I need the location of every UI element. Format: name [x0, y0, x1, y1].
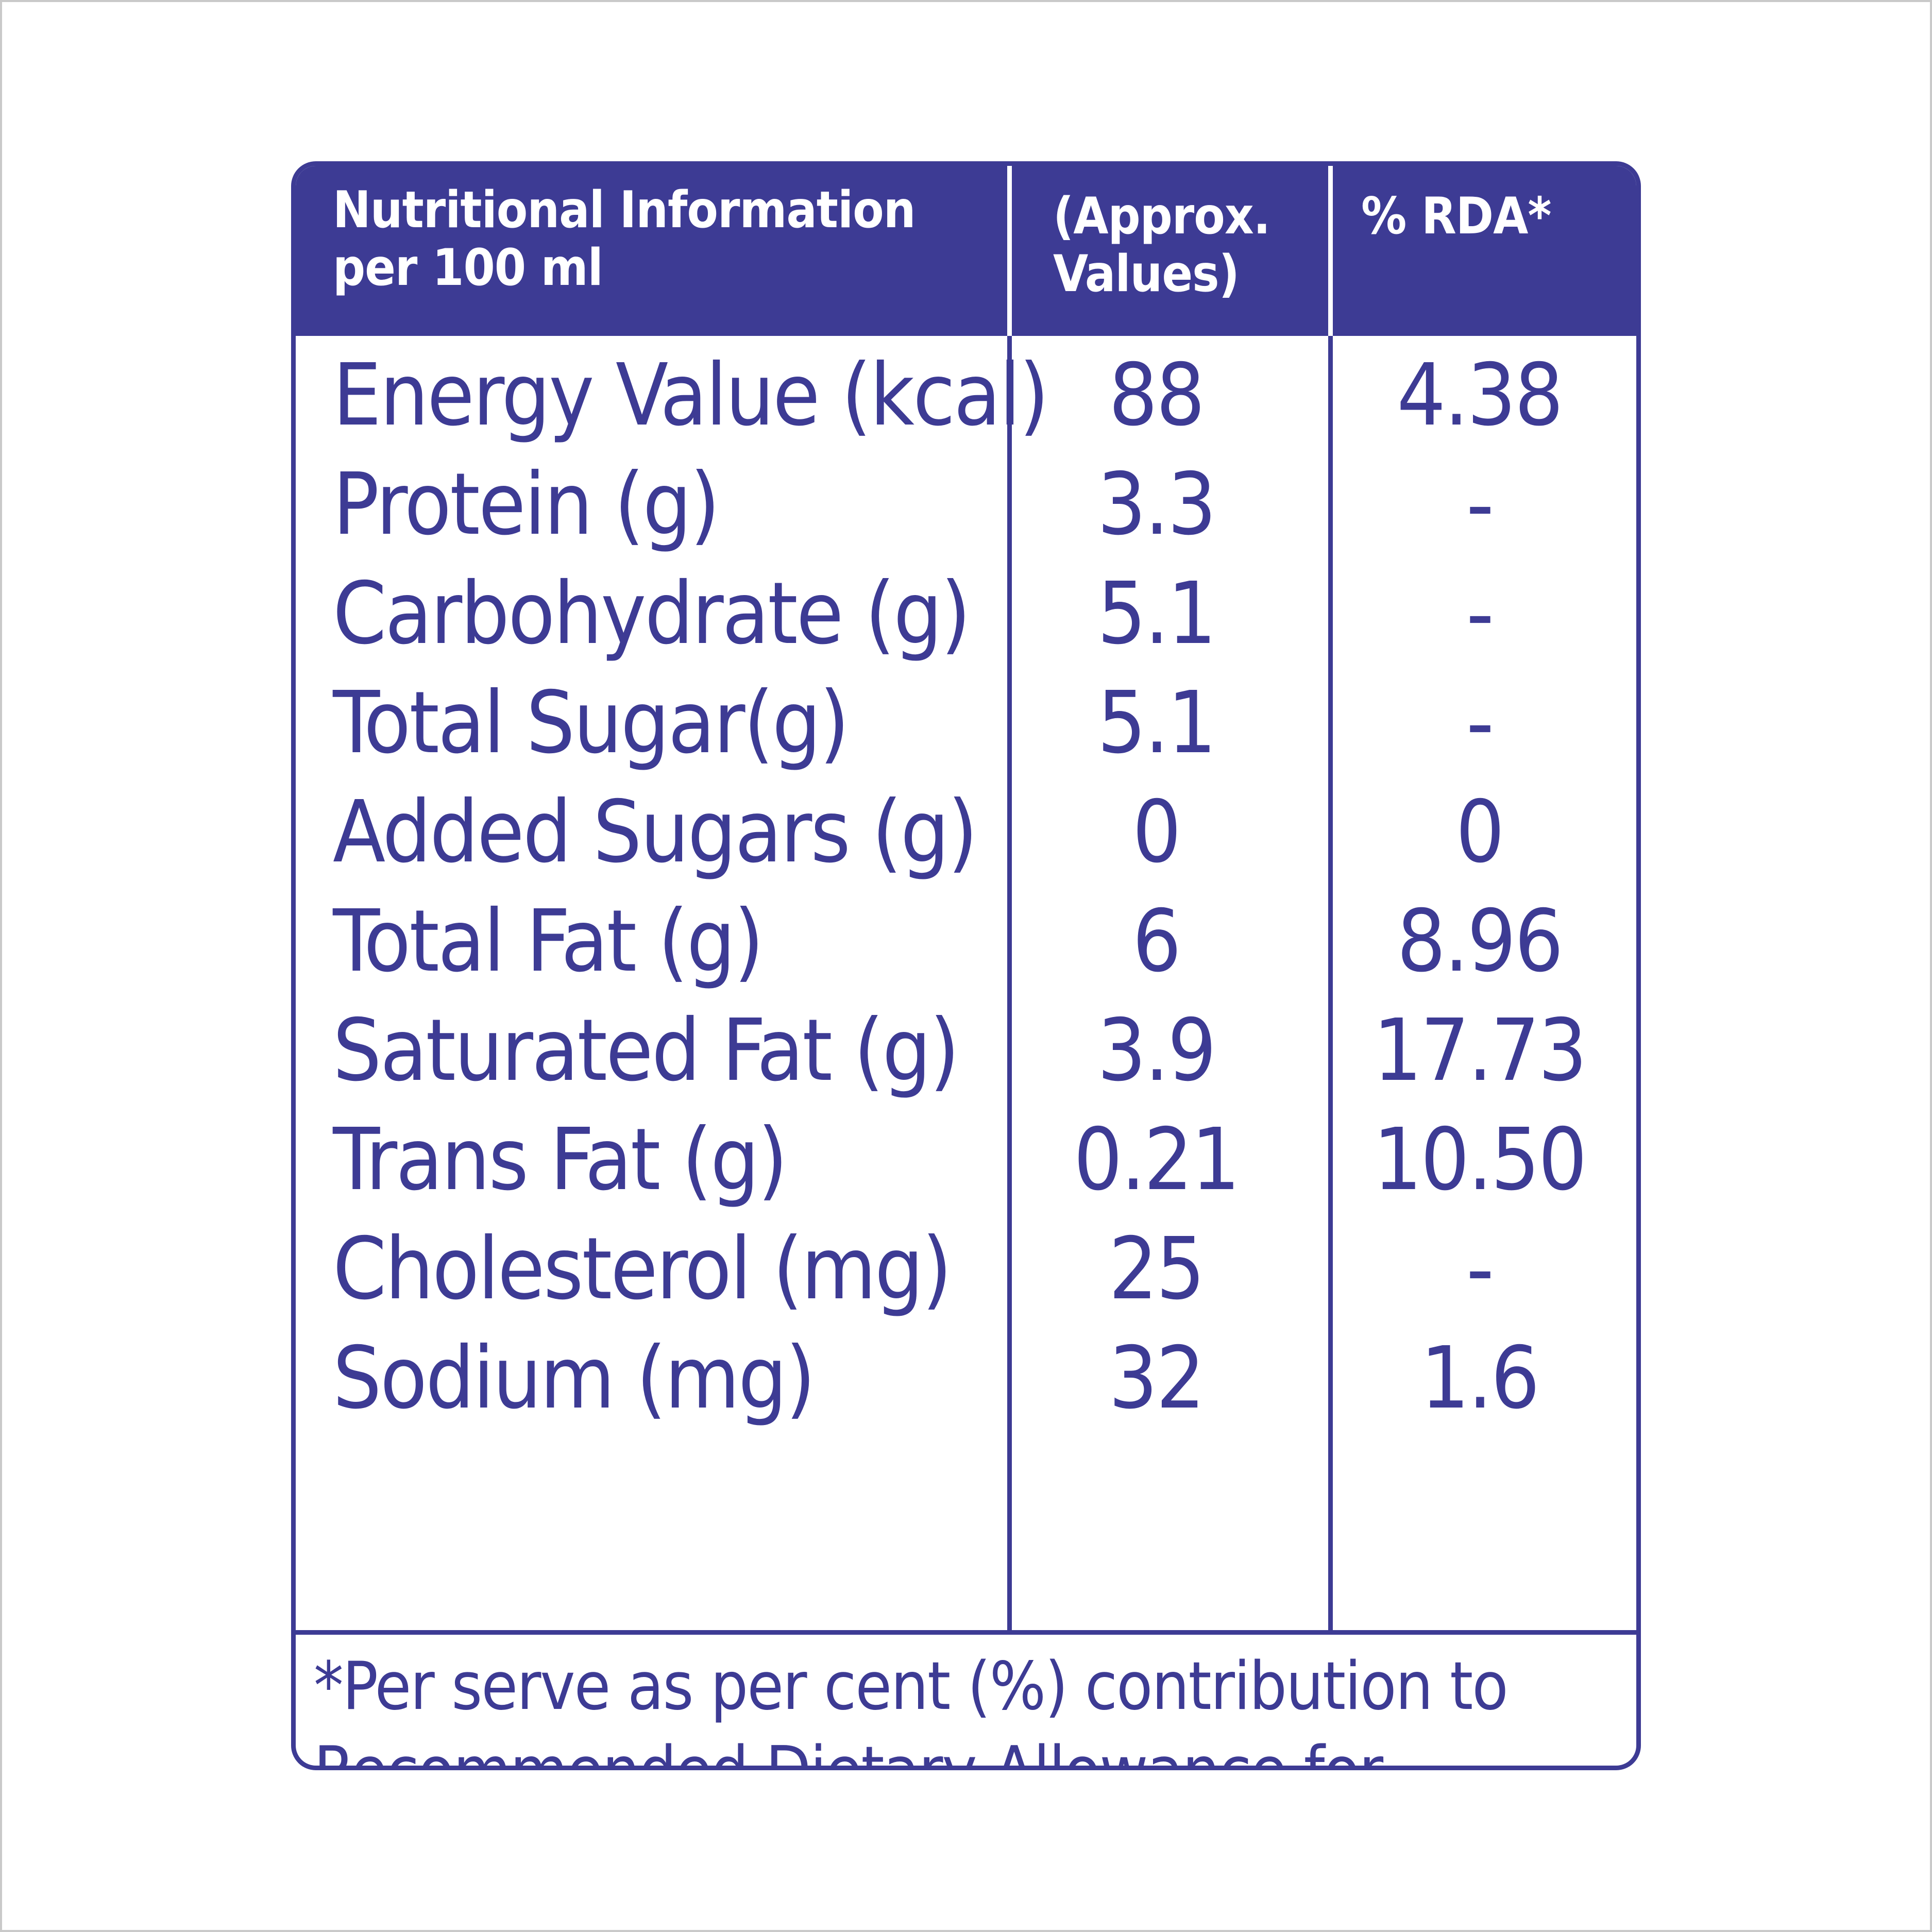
column-divider-1	[1007, 336, 1012, 1630]
nutrient-value: 3.9	[1097, 1001, 1216, 1100]
nutrient-rda: -	[1466, 564, 1494, 664]
nutrient-rda: 10.50	[1373, 1110, 1587, 1210]
nutrient-name: Saturated Fat (g)	[333, 1001, 960, 1100]
nutrient-name: Total Sugar(g)	[333, 673, 850, 773]
nutrient-name: Trans Fat (g)	[333, 1110, 788, 1210]
nutrient-rda: 1.6	[1420, 1329, 1539, 1428]
nutrient-name: Cholesterol (mg)	[333, 1219, 952, 1319]
nutrient-value: 5.1	[1097, 673, 1216, 773]
nutrient-value: 25	[1109, 1219, 1205, 1319]
nutrient-rda: -	[1466, 1219, 1494, 1319]
nutrient-name: Sodium (mg)	[333, 1329, 816, 1428]
table-row: Carbohydrate (g) 5.1 -	[296, 560, 1636, 669]
header-approx-values-line2: Values)	[1053, 245, 1240, 303]
nutrient-rda: -	[1466, 455, 1494, 554]
nutrition-table: Nutritional Information per 100 ml (Appr…	[291, 161, 1641, 1770]
header-nutrition-info: Nutritional Information per 100 ml	[333, 181, 916, 297]
nutrient-rda: 17.73	[1373, 1001, 1587, 1100]
nutrient-name: Added Sugars (g)	[333, 783, 978, 882]
table-row: Total Sugar(g) 5.1 -	[296, 669, 1636, 778]
table-row: Trans Fat (g) 0.21 10.50	[296, 1106, 1636, 1215]
header-nutrition-info-line1: Nutritional Information	[333, 181, 916, 240]
column-divider-2	[1328, 336, 1333, 1630]
table-row: Saturated Fat (g) 3.9 17.73	[296, 996, 1636, 1106]
table-row: Added Sugars (g) 0 0	[296, 778, 1636, 887]
header-nutrition-info-line2: per 100 ml	[333, 239, 603, 297]
nutrient-value: 0	[1132, 783, 1181, 882]
nutrient-value: 3.3	[1097, 455, 1216, 554]
nutrient-rda: 0	[1455, 783, 1505, 882]
header-approx-values: (Approx. Values)	[1053, 188, 1270, 303]
nutrient-rda: -	[1466, 673, 1494, 773]
table-row: Sodium (mg) 32 1.6	[296, 1324, 1636, 1433]
nutrient-value: 0.21	[1073, 1110, 1240, 1210]
nutrient-name: Protein (g)	[333, 455, 720, 554]
nutrient-value: 5.1	[1097, 564, 1216, 664]
header-divider-1	[1007, 166, 1012, 336]
nutrient-value: 32	[1109, 1329, 1205, 1428]
table-row: Cholesterol (mg) 25 -	[296, 1215, 1636, 1324]
header-rda: % RDA*	[1361, 187, 1551, 246]
table-row: Protein (g) 3.3 -	[296, 450, 1636, 560]
nutrient-name: Energy Value (kcal)	[333, 346, 1049, 445]
table-row: Energy Value (kcal) 88 4.38	[296, 341, 1636, 450]
nutrient-value: 6	[1132, 892, 1181, 991]
footnote-rda: *Per serve as per cent (%) contribution …	[314, 1648, 1509, 1766]
table-row: Total Fat (g) 6 8.96	[296, 887, 1636, 996]
header-divider-2	[1328, 166, 1333, 336]
header-approx-values-line1: (Approx.	[1053, 187, 1270, 246]
nutrient-name: Total Fat (g)	[333, 892, 764, 991]
nutrient-value: 88	[1109, 346, 1205, 445]
nutrient-rda: 8.96	[1397, 892, 1563, 991]
nutrient-name: Carbohydrate (g)	[333, 564, 971, 664]
nutrient-rda: 4.38	[1397, 346, 1563, 445]
table-header: Nutritional Information per 100 ml (Appr…	[296, 166, 1636, 336]
footnote-divider	[296, 1630, 1636, 1635]
